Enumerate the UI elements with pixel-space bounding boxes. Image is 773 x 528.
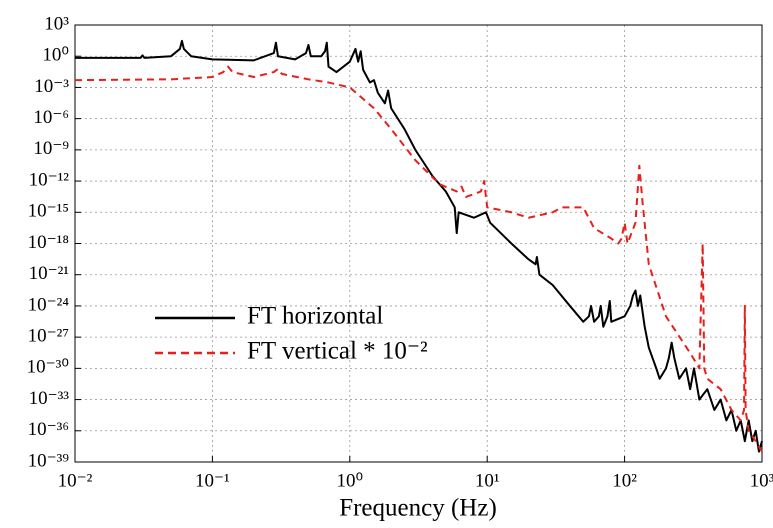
y-tick-label: 10⁻³⁰ <box>27 357 69 378</box>
y-tick-label: 10⁻⁶ <box>33 107 69 128</box>
y-tick-label: 10⁻³ <box>34 76 69 97</box>
x-tick-label: 10³ <box>750 470 773 491</box>
y-tick-label: 10⁻²⁷ <box>28 326 69 347</box>
x-tick-label: 10⁰ <box>336 470 363 491</box>
y-tick-label: 10⁻¹² <box>29 169 70 190</box>
x-tick-label: 10⁻² <box>58 470 93 491</box>
y-tick-label: 10⁻³⁶ <box>28 419 69 440</box>
series-line <box>74 65 763 453</box>
y-tick-label: 10³ <box>44 13 69 34</box>
y-tick-label: 10⁻¹⁸ <box>28 232 69 253</box>
y-tick-label: 10⁻³³ <box>29 388 70 409</box>
y-tick-label: 10⁻²¹ <box>29 263 70 284</box>
x-axis-label: Frequency (Hz) <box>339 495 497 522</box>
y-tick-label: 10⁻²⁴ <box>28 294 70 315</box>
x-tick-label: 10² <box>612 470 637 491</box>
x-tick-label: 10⁻¹ <box>195 470 230 491</box>
y-tick-label: 10⁻⁹ <box>33 138 69 159</box>
y-tick-label: 10⁻³⁹ <box>28 450 70 471</box>
y-tick-label: 10⁻¹⁵ <box>28 201 69 222</box>
y-tick-label: 10⁰ <box>42 45 69 66</box>
legend-label: FT vertical * 10⁻² <box>247 338 428 365</box>
plot-frame <box>74 24 763 463</box>
series-line <box>75 39 763 453</box>
legend-label: FT horizontal <box>247 303 383 330</box>
x-tick-label: 10¹ <box>475 470 500 491</box>
